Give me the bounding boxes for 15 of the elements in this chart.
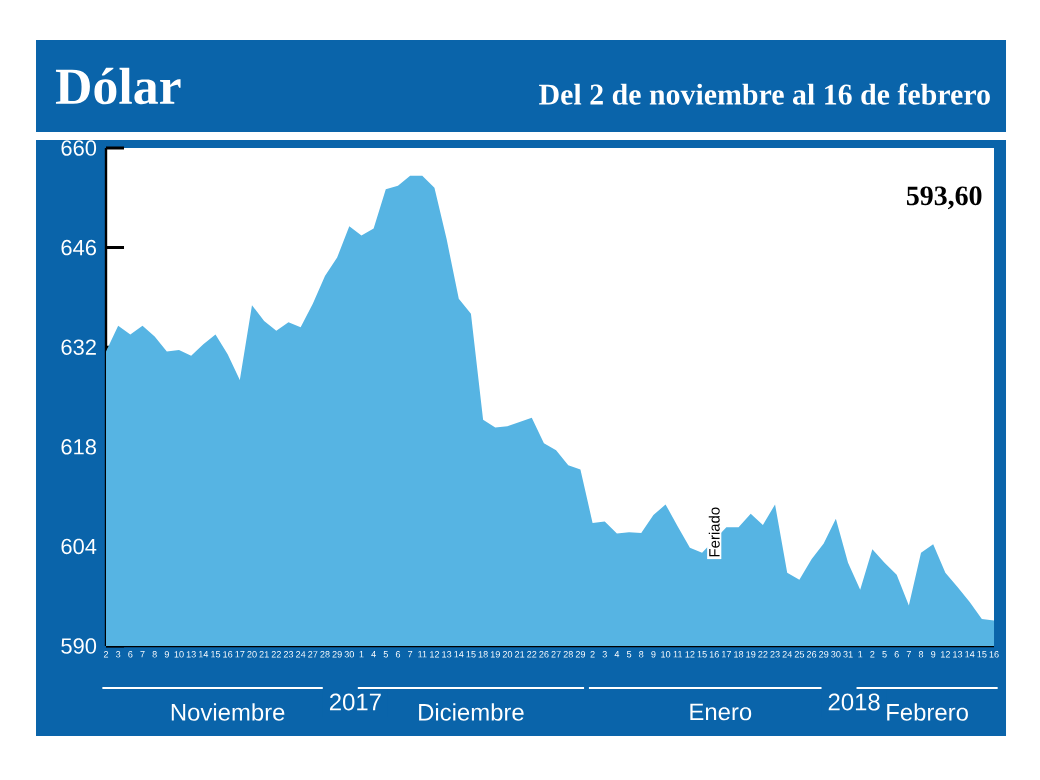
chart-subtitle: Del 2 de noviembre al 16 de febrero [539, 83, 990, 105]
y-tick-label: 660 [61, 140, 97, 156]
text: Diciembre [419, 703, 524, 721]
y-tick-label: 646 [61, 239, 96, 256]
text: 2018 [828, 693, 880, 711]
y-tick-label: 632 [61, 339, 96, 355]
y-tick-label: 590 [61, 638, 97, 654]
text: Enero [690, 703, 752, 721]
y-tick-label: 618 [61, 439, 96, 455]
text: Noviembre [171, 703, 285, 721]
chart-title: Dólar [55, 67, 181, 105]
text: Febrero [887, 703, 968, 721]
text: 2017 [329, 693, 381, 711]
y-tick-label: 604 [61, 538, 97, 555]
annotation: 593,60 [906, 186, 982, 210]
